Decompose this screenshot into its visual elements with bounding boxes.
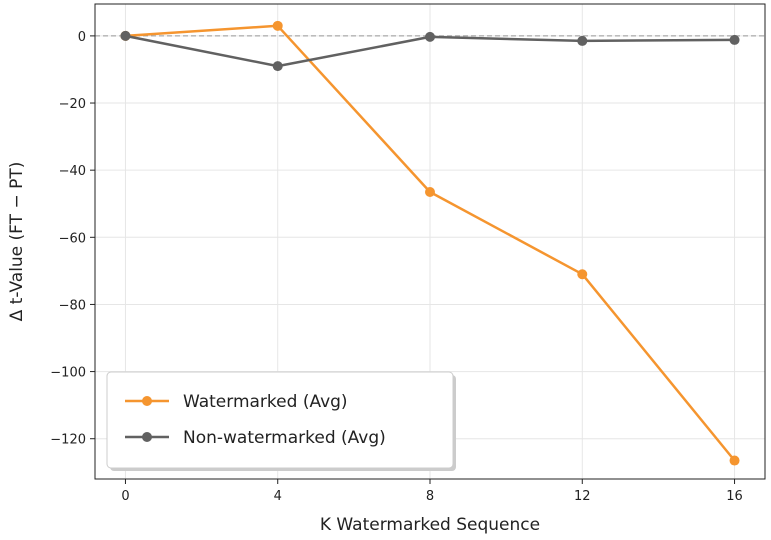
- data-point: [729, 455, 740, 466]
- x-axis-ticks: 0 4 8 12 16: [121, 479, 743, 504]
- legend: Watermarked (Avg) Non-watermarked (Avg): [106, 371, 456, 471]
- y-axis-ticks: 0 −20 −40 −60 −80 −100 −120: [50, 30, 95, 448]
- data-point: [425, 186, 435, 197]
- legend-entry: Non-watermarked (Avg): [125, 428, 386, 448]
- x-tick-label: 4: [274, 489, 282, 504]
- y-tick-label: −100: [50, 366, 86, 381]
- legend-label: Non-watermarked (Avg): [183, 428, 386, 448]
- y-tick-label: −120: [50, 433, 86, 448]
- x-tick-label: 8: [426, 489, 434, 504]
- data-point: [577, 269, 588, 280]
- y-tick-label: −40: [59, 164, 86, 179]
- data-point: [272, 61, 283, 72]
- x-axis-label: K Watermarked Sequence: [320, 515, 540, 535]
- x-tick-label: 16: [726, 489, 743, 504]
- y-tick-label: −20: [59, 97, 86, 112]
- data-point: [425, 31, 435, 42]
- x-tick-label: 0: [121, 489, 129, 504]
- series-layer: [120, 20, 740, 466]
- y-tick-label: −60: [59, 231, 86, 246]
- legend-entry: Watermarked (Avg): [125, 392, 348, 412]
- series-non-watermarked: [120, 30, 740, 72]
- data-point: [729, 34, 740, 45]
- data-point: [120, 30, 131, 41]
- legend-label: Watermarked (Avg): [183, 392, 348, 412]
- legend-box: [106, 371, 454, 469]
- x-tick-label: 12: [574, 489, 591, 504]
- y-tick-label: 0: [78, 30, 86, 45]
- y-axis-label: Δ t-Value (FT − PT): [7, 162, 27, 322]
- data-point: [577, 35, 588, 46]
- legend-entries: Watermarked (Avg) Non-watermarked (Avg): [125, 392, 386, 448]
- legend-marker: [142, 396, 152, 406]
- y-tick-label: −80: [59, 298, 86, 313]
- legend-marker: [142, 432, 152, 442]
- data-point: [272, 20, 283, 31]
